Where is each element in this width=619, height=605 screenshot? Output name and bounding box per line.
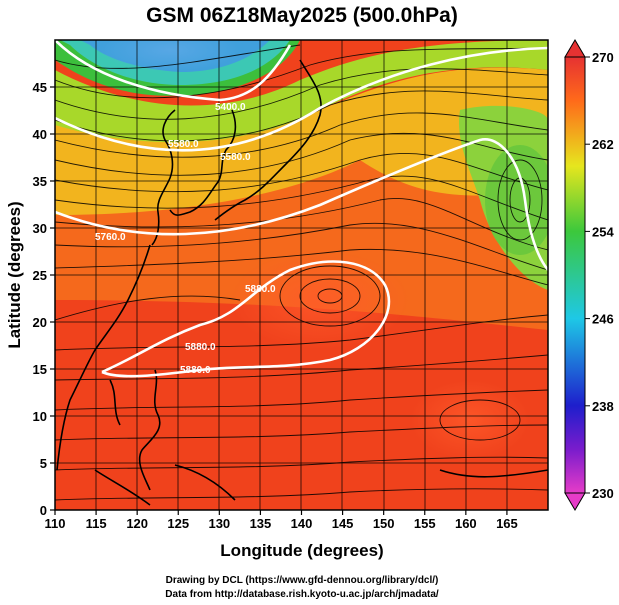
- x-tick-label: 115: [86, 516, 107, 531]
- y-tick-label: 10: [33, 409, 47, 424]
- grid-lines: [55, 40, 548, 510]
- colorbar-tick-label: 230: [592, 486, 614, 501]
- contour-label: 5580.0: [220, 152, 251, 163]
- x-tick-label: 120: [126, 516, 148, 531]
- colorbar-tick-label: 254: [592, 224, 614, 239]
- y-tick-label: 30: [33, 221, 47, 236]
- colorbar-tick-label: 262: [592, 137, 614, 152]
- map-plot-area: 5400.0 5580.0 5580.0 5760.0 5880.0 5880.…: [55, 40, 548, 510]
- colorbar-min-arrow: [564, 492, 586, 511]
- colorbar-tick-label: 238: [592, 399, 614, 414]
- y-tick-label: 15: [33, 362, 47, 377]
- x-tick-label: 145: [332, 516, 354, 531]
- x-axis-label: Longitude (degrees): [220, 541, 383, 560]
- x-tick-label: 160: [455, 516, 477, 531]
- colorbar-scale: [564, 56, 586, 494]
- streamlines: [55, 44, 548, 501]
- y-tick-label: 25: [33, 268, 47, 283]
- y-tick-label: 5: [40, 456, 47, 471]
- y-tick-label: 40: [33, 127, 47, 142]
- contour-label: 5880.0: [180, 365, 211, 376]
- contour-label: 5760.0: [95, 232, 126, 243]
- colorbar-tick-label: 270: [592, 50, 614, 65]
- contour-label: 5880.0: [185, 342, 216, 353]
- colorbar: 230 238 246 254 262 270: [564, 39, 614, 511]
- colorbar-max-arrow: [564, 39, 586, 58]
- y-tick-label: 35: [33, 174, 47, 189]
- x-tick-label: 125: [167, 516, 189, 531]
- credit-drawing: Drawing by DCL (https://www.gfd-dennou.o…: [166, 575, 439, 586]
- contour-labels: 5400.0 5580.0 5580.0 5760.0 5880.0 5880.…: [95, 102, 276, 376]
- height-contours: [55, 40, 548, 378]
- y-axis-label: Latitude (degrees): [5, 201, 24, 348]
- y-tick-label: 45: [33, 80, 47, 95]
- x-tick-label: 165: [496, 516, 518, 531]
- coastlines: [56, 59, 548, 506]
- chart-title: GSM 06Z18May2025 (500.0hPa): [146, 4, 458, 27]
- x-tick-label: 140: [291, 516, 313, 531]
- y-tick-label: 20: [33, 315, 47, 330]
- x-axis: 110 115 120 125 130 135 140 145 150 155 160 165: [45, 510, 518, 531]
- x-tick-label: 130: [208, 516, 230, 531]
- y-axis: 0 5 10 15 20 25 30 35 40 45: [33, 80, 55, 518]
- contour-label: 5880.0: [245, 284, 276, 295]
- x-tick-label: 110: [45, 516, 66, 531]
- credit-data: Data from http://database.rish.kyoto-u.a…: [165, 589, 439, 600]
- contour-label: 5580.0: [168, 139, 199, 150]
- colorbar-tick-label: 246: [592, 312, 614, 327]
- x-tick-label: 150: [373, 516, 395, 531]
- contour-label: 5400.0: [215, 102, 246, 113]
- y-tick-label: 0: [40, 503, 47, 518]
- x-tick-label: 135: [250, 516, 272, 531]
- x-tick-label: 155: [414, 516, 436, 531]
